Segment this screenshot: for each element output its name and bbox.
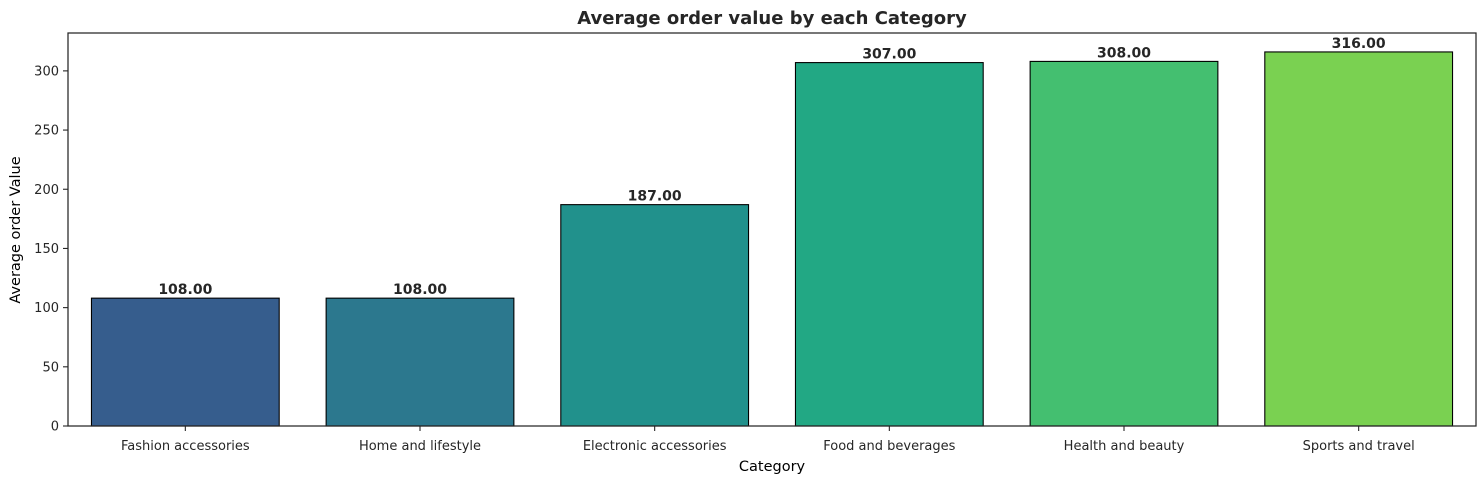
y-tick-label: 0: [51, 420, 59, 435]
bar: [794, 62, 984, 427]
bar: [325, 297, 515, 427]
bar: [1264, 51, 1454, 427]
chart-title: Average order value by each Category: [577, 8, 967, 29]
bar: [560, 204, 750, 427]
plot-frame: [67, 32, 1477, 427]
y-tick-label: 150: [34, 242, 59, 257]
x-tick-label: Home and lifestyle: [359, 439, 481, 454]
data-label: 108.00: [158, 282, 212, 298]
y-axis: 0 50 100 150 200 250 300: [34, 64, 68, 435]
data-labels-group: 108.00 108.00 187.00 307.00 308.00 316.00: [158, 36, 1386, 298]
bars-group: [90, 51, 1454, 427]
x-tick-label: Fashion accessories: [121, 439, 250, 454]
x-tick-label: Electronic accessories: [583, 439, 727, 454]
data-label: 187.00: [628, 189, 682, 205]
x-tick-label: Health and beauty: [1064, 439, 1185, 454]
y-tick-label: 50: [42, 360, 59, 375]
bar: [1029, 60, 1219, 427]
y-tick-label: 250: [34, 124, 59, 139]
bar: [90, 297, 280, 427]
x-axis: Fashion accessories Home and lifestyle Ele…: [121, 426, 1415, 454]
data-label: 108.00: [393, 282, 447, 298]
y-tick-label: 300: [34, 64, 59, 79]
data-label: 308.00: [1097, 45, 1151, 61]
y-tick-label: 100: [34, 301, 59, 316]
x-tick-label: Food and beverages: [823, 439, 955, 454]
x-axis-label: Category: [739, 459, 806, 475]
x-tick-label: Sports and travel: [1303, 439, 1415, 454]
data-label: 307.00: [862, 47, 916, 63]
y-tick-label: 200: [34, 183, 59, 198]
data-label: 316.00: [1332, 36, 1386, 52]
y-axis-label: Average order Value: [8, 156, 24, 303]
